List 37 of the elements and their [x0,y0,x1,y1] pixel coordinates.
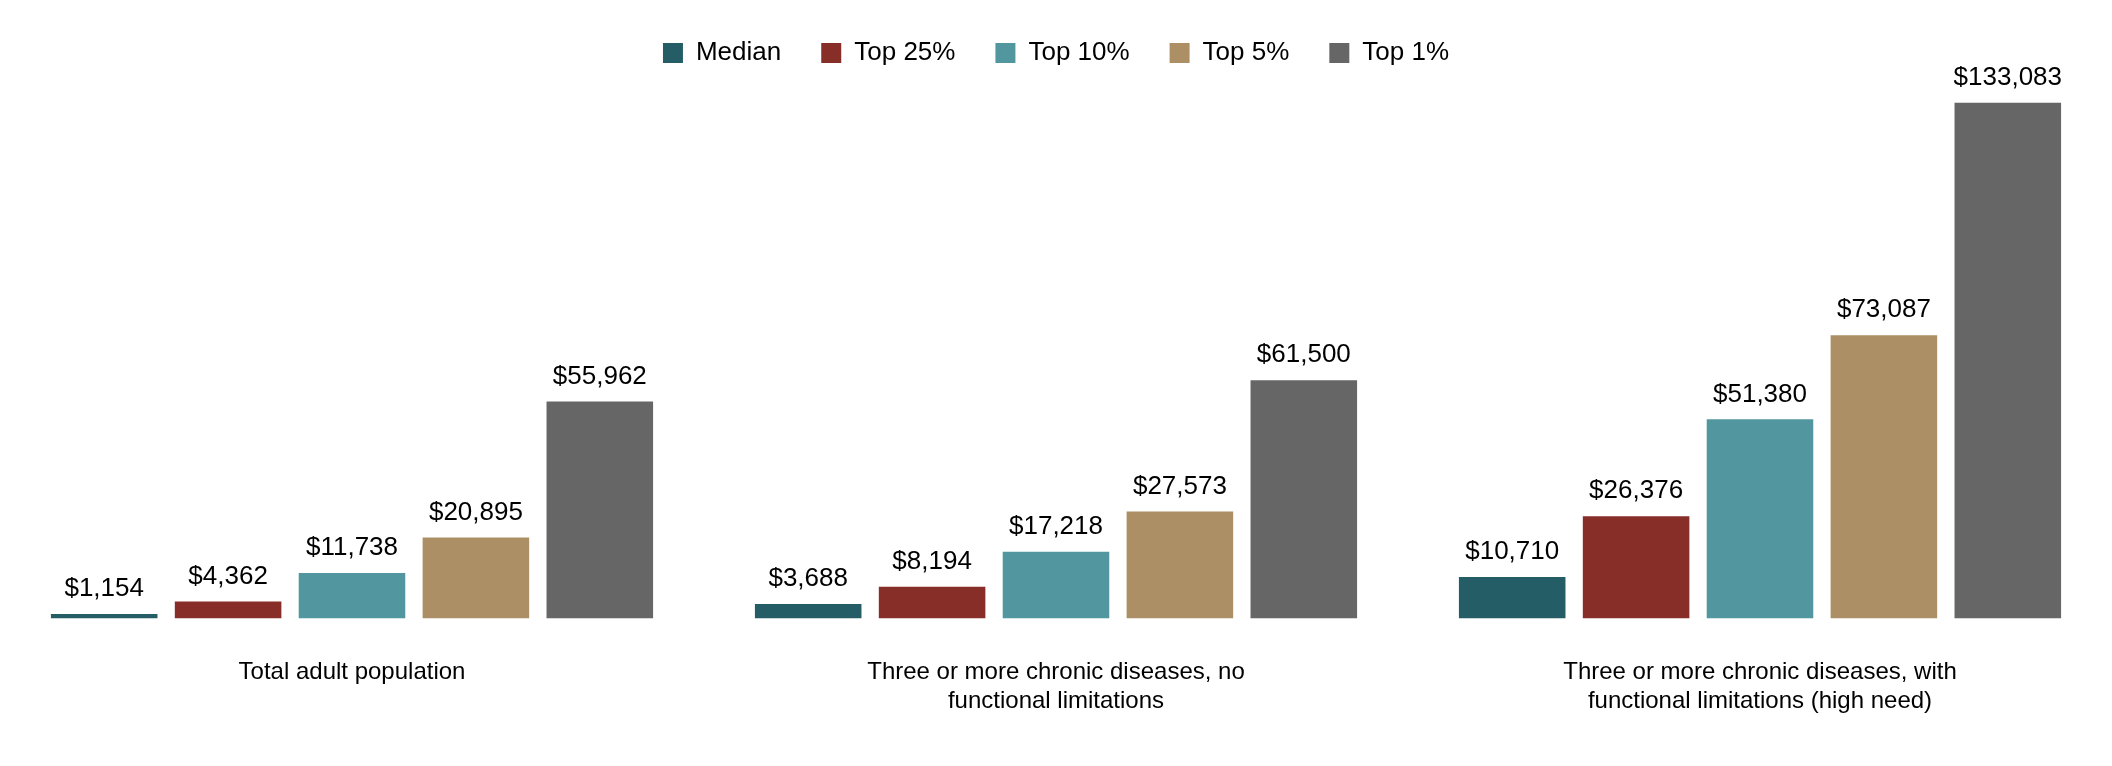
data-label: $27,573 [1132,469,1227,500]
x-tick-label: Three or more chronic diseases, no functional limitations [867,657,1245,714]
bar [1706,419,1814,619]
data-label: $55,962 [552,359,647,390]
bar [1002,551,1110,619]
legend-label: Median [695,36,782,67]
bar [546,401,654,619]
data-label: $10,710 [1465,535,1560,566]
bar [754,604,862,619]
data-label: $51,380 [1713,377,1807,408]
bar [1830,335,1938,619]
bar [1954,102,2062,619]
data-label: $4,362 [188,559,268,590]
bar [1458,576,1566,619]
bar [1250,380,1358,619]
x-tick-label: Total adult population [238,657,466,685]
bar [298,572,406,619]
data-label: $1,154 [64,572,144,603]
data-label: $73,087 [1836,293,1931,324]
bar [878,586,986,619]
legend-label: Top 5% [1202,36,1290,67]
legend-label: Top 25% [854,36,956,67]
x-tick-label: Three or more chronic diseases, with functional limitations (high need) [1563,657,1957,714]
data-label: $3,688 [768,562,848,593]
legend-label: Top 1% [1362,36,1450,67]
data-label: $17,218 [1009,509,1103,540]
data-label: $61,500 [1256,338,1351,369]
data-label: $11,738 [305,531,399,562]
data-label: $20,895 [428,495,523,526]
data-label: $133,083 [1953,60,2063,91]
legend-label: Top 10% [1028,36,1130,67]
bar [1582,516,1690,619]
data-label: $26,376 [1589,474,1684,505]
bar [174,601,282,619]
bar [1126,511,1234,619]
bar [422,537,530,619]
data-label: $8,194 [892,544,972,575]
